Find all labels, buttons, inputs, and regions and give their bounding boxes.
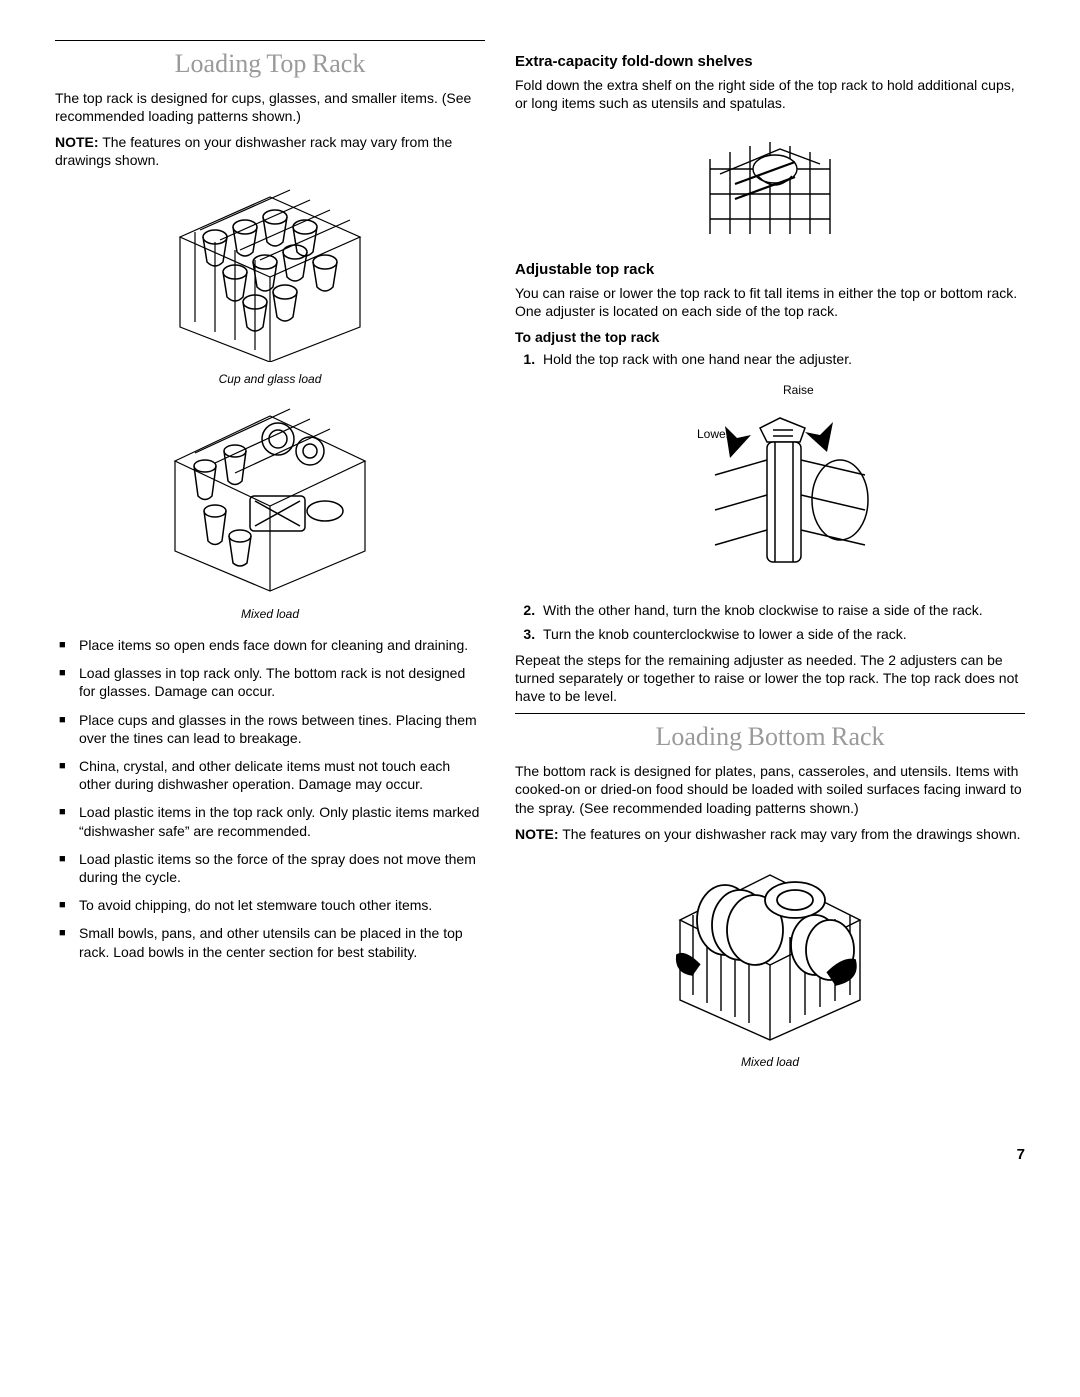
- adjust-steps-list-1: Hold the top rack with one hand near the…: [515, 350, 1025, 368]
- top-rack-note: NOTE: The features on your dishwasher ra…: [55, 133, 485, 169]
- list-item: China, crystal, and other delicate items…: [55, 757, 485, 793]
- figure-caption-bottom: Mixed load: [515, 1055, 1025, 1071]
- list-item: Load plastic items in the top rack only.…: [55, 803, 485, 839]
- figure-fold-down-shelf: [515, 124, 1025, 248]
- list-item: Turn the knob counterclockwise to lower …: [539, 625, 1025, 643]
- list-item: Load plastic items so the force of the s…: [55, 850, 485, 886]
- rack-diagram-icon: [165, 182, 375, 362]
- list-item: Small bowls, pans, and other utensils ca…: [55, 924, 485, 960]
- figure-mixed-load-bottom: [515, 855, 1025, 1049]
- bottom-rack-intro: The bottom rack is designed for plates, …: [515, 762, 1025, 817]
- shelves-heading: Extra-capacity fold-down shelves: [515, 52, 1025, 72]
- adjustable-body: You can raise or lower the top rack to f…: [515, 284, 1025, 320]
- top-rack-tips-list: Place items so open ends face down for c…: [55, 636, 485, 961]
- figure-cup-glass-load: [55, 182, 485, 366]
- adjust-steps-list-2: With the other hand, turn the knob clock…: [515, 601, 1025, 643]
- bottom-rack-diagram-icon: [665, 855, 875, 1045]
- figure-caption-2: Mixed load: [55, 607, 485, 623]
- shelves-body: Fold down the extra shelf on the right s…: [515, 76, 1025, 112]
- top-rack-title: Loading Top Rack: [55, 47, 485, 81]
- list-item: To avoid chipping, do not let stemware t…: [55, 896, 485, 914]
- adjustable-heading: Adjustable top rack: [515, 260, 1025, 280]
- lower-label: Lower: [697, 427, 730, 441]
- note-text: The features on your dishwasher rack may…: [55, 134, 452, 168]
- adjuster-diagram-icon: Raise Lower: [655, 380, 885, 590]
- divider: [55, 40, 485, 41]
- figure-adjuster: Raise Lower: [515, 380, 1025, 594]
- bottom-rack-note: NOTE: The features on your dishwasher ra…: [515, 825, 1025, 843]
- adjust-subheading: To adjust the top rack: [515, 328, 1025, 346]
- list-item: With the other hand, turn the knob clock…: [539, 601, 1025, 619]
- shelf-diagram-icon: [700, 124, 840, 244]
- figure-mixed-load-top: [55, 401, 485, 600]
- adjust-after-text: Repeat the steps for the remaining adjus…: [515, 651, 1025, 706]
- list-item: Load glasses in top rack only. The botto…: [55, 664, 485, 700]
- list-item: Place cups and glasses in the rows betwe…: [55, 711, 485, 747]
- note-text: The features on your dishwasher rack may…: [559, 826, 1021, 842]
- rack-diagram-icon: [160, 401, 380, 596]
- note-label: NOTE:: [55, 134, 99, 150]
- top-rack-intro: The top rack is designed for cups, glass…: [55, 89, 485, 125]
- bottom-rack-title: Loading Bottom Rack: [515, 720, 1025, 754]
- figure-caption-1: Cup and glass load: [55, 372, 485, 388]
- list-item: Place items so open ends face down for c…: [55, 636, 485, 654]
- raise-label: Raise: [783, 383, 814, 397]
- page-number: 7: [55, 1145, 1025, 1165]
- list-item: Hold the top rack with one hand near the…: [539, 350, 1025, 368]
- note-label: NOTE:: [515, 826, 559, 842]
- divider: [515, 713, 1025, 714]
